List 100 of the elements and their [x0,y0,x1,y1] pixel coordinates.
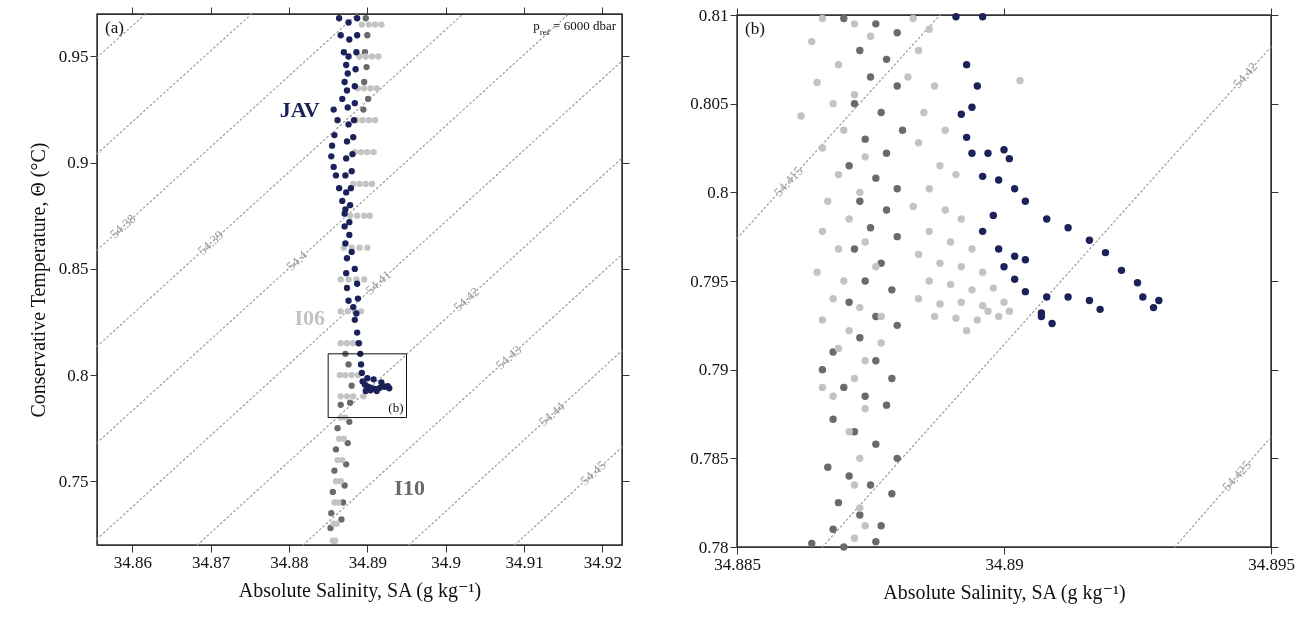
point [994,176,1003,184]
point [339,499,347,506]
x-tick-label: 34.89 [348,552,387,572]
point [893,82,901,90]
y-tick-label: 0.795 [690,271,729,291]
x-tick-label: 34.9 [431,552,462,572]
point [845,472,853,480]
point [337,401,344,408]
point [840,14,848,23]
point [829,525,837,533]
x-tick-label: 34.88 [270,552,309,572]
x-tick-label: 34.86 [113,552,152,572]
point [363,63,370,71]
point [866,224,875,232]
point [824,463,832,471]
point [334,425,341,432]
point [850,245,859,253]
point [338,516,345,523]
point [856,197,864,205]
point [1085,296,1094,305]
y-tick-label: 0.8 [67,365,89,385]
point [872,357,880,365]
point [361,78,368,86]
point [341,482,348,489]
x-axis-title: Absolute Salinity, SA (g kg⁻¹) [238,578,482,602]
point [994,245,1003,253]
point [1101,248,1110,257]
point [989,211,998,220]
point [829,415,837,424]
point [1155,296,1163,305]
point [978,172,987,181]
annotation: (b) [388,399,404,415]
y-tick-label: 0.8 [707,182,729,202]
x-tick-label: 34.91 [505,552,544,572]
series-label: I06 [294,305,325,331]
point [840,543,848,551]
point [1139,293,1147,301]
annotation: (a) [105,18,124,37]
point [861,392,869,400]
point [893,321,901,330]
text: I10 [394,474,425,500]
point [364,32,371,39]
point [957,110,965,119]
point [1021,197,1030,205]
point [1043,293,1051,301]
point [962,133,971,142]
point [882,149,891,158]
point [343,461,350,468]
point [845,298,853,306]
y-tick-label: 0.75 [58,471,89,491]
point [1043,215,1051,223]
point [348,382,355,389]
point [968,103,976,111]
y-tick-label: 0.95 [58,46,89,66]
point [856,511,864,519]
point [978,13,987,21]
point [877,108,885,117]
x-tick-label: 34.87 [191,552,231,572]
point [850,99,859,108]
point [877,259,885,267]
point [893,232,901,241]
point [362,15,369,22]
point [888,374,896,383]
y-axis-title: Conservative Temperature, Θ (°C) [26,142,50,418]
point [346,418,353,425]
point [882,55,891,64]
y-tick-label: 0.81 [698,5,729,25]
y-tick-label: 0.78 [698,537,729,557]
point [331,467,338,474]
series-label: JAV [279,96,320,122]
point [877,522,885,530]
point [808,539,816,548]
point [866,73,875,81]
point [1021,256,1030,264]
x-tick-label: 34.89 [985,554,1024,574]
point [1010,275,1019,283]
point [829,348,837,356]
point [872,537,880,546]
y-tick-label: 0.79 [698,360,729,380]
point [893,185,901,193]
text: 54.4 [283,247,311,274]
point [1021,287,1030,296]
point [1117,266,1126,275]
point [329,488,337,496]
point [861,277,869,285]
x-tick-label: 34.895 [1248,554,1295,574]
point [973,82,982,90]
point [952,13,960,21]
point [1010,252,1019,260]
point [818,365,827,374]
point [1000,146,1008,154]
point [984,149,992,158]
point [327,524,334,532]
x-tick-label: 34.885 [714,554,761,574]
point [1085,236,1094,244]
point [962,60,971,69]
point [845,162,853,170]
point [968,149,976,158]
point [882,401,891,409]
point [346,399,354,406]
